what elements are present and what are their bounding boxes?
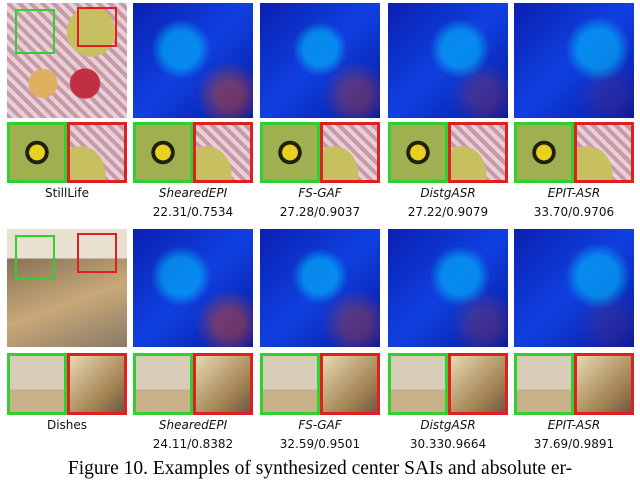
score: 30.330.9664 — [409, 437, 487, 451]
error-map — [388, 229, 508, 347]
zoom-box-red — [77, 233, 117, 273]
method-name: FS-GAF — [298, 418, 342, 432]
scene-label: Dishes — [46, 418, 88, 432]
crop-red — [67, 353, 127, 415]
crop-red — [320, 122, 380, 183]
crop-red — [193, 122, 253, 183]
zoom-box-red — [77, 7, 117, 47]
crop-green — [7, 353, 67, 415]
score: 22.31/0.7534 — [152, 205, 234, 219]
crop-green — [388, 122, 448, 183]
score: 27.28/0.9037 — [279, 205, 361, 219]
error-map — [260, 3, 380, 118]
score: 32.59/0.9501 — [279, 437, 361, 451]
method-name: ShearedEPI — [158, 418, 228, 432]
score: 24.11/0.8382 — [152, 437, 234, 451]
error-map — [514, 3, 634, 118]
crop-green — [7, 122, 67, 183]
caption: Figure 10. Examples of synthesized cente… — [67, 458, 573, 479]
score: 33.70/0.9706 — [533, 205, 615, 219]
crop-red — [448, 353, 508, 415]
crop-green — [260, 353, 320, 415]
method-name: ShearedEPI — [158, 186, 228, 200]
crop-green — [133, 122, 193, 183]
crop-green — [260, 122, 320, 183]
scene-label: StillLife — [45, 186, 89, 200]
crop-red — [574, 122, 634, 183]
method-name: DistgASR — [420, 418, 476, 432]
crop-red — [320, 353, 380, 415]
score: 37.69/0.9891 — [533, 437, 615, 451]
error-map — [133, 229, 253, 347]
error-map — [388, 3, 508, 118]
score: 27.22/0.9079 — [407, 205, 489, 219]
error-map — [260, 229, 380, 347]
error-map — [133, 3, 253, 118]
crop-green — [514, 122, 574, 183]
scene-image — [7, 3, 127, 118]
crop-red — [574, 353, 634, 415]
crop-green — [514, 353, 574, 415]
crop-red — [448, 122, 508, 183]
error-map — [514, 229, 634, 347]
crop-green — [133, 353, 193, 415]
zoom-box-green — [15, 9, 55, 54]
method-name: FS-GAF — [298, 186, 342, 200]
method-name: DistgASR — [420, 186, 476, 200]
scene-image — [7, 229, 127, 347]
crop-red — [193, 353, 253, 415]
crop-green — [388, 353, 448, 415]
method-name: EPIT-ASR — [547, 418, 601, 432]
method-name: EPIT-ASR — [547, 186, 601, 200]
crop-red — [67, 122, 127, 183]
zoom-box-green — [15, 235, 55, 280]
